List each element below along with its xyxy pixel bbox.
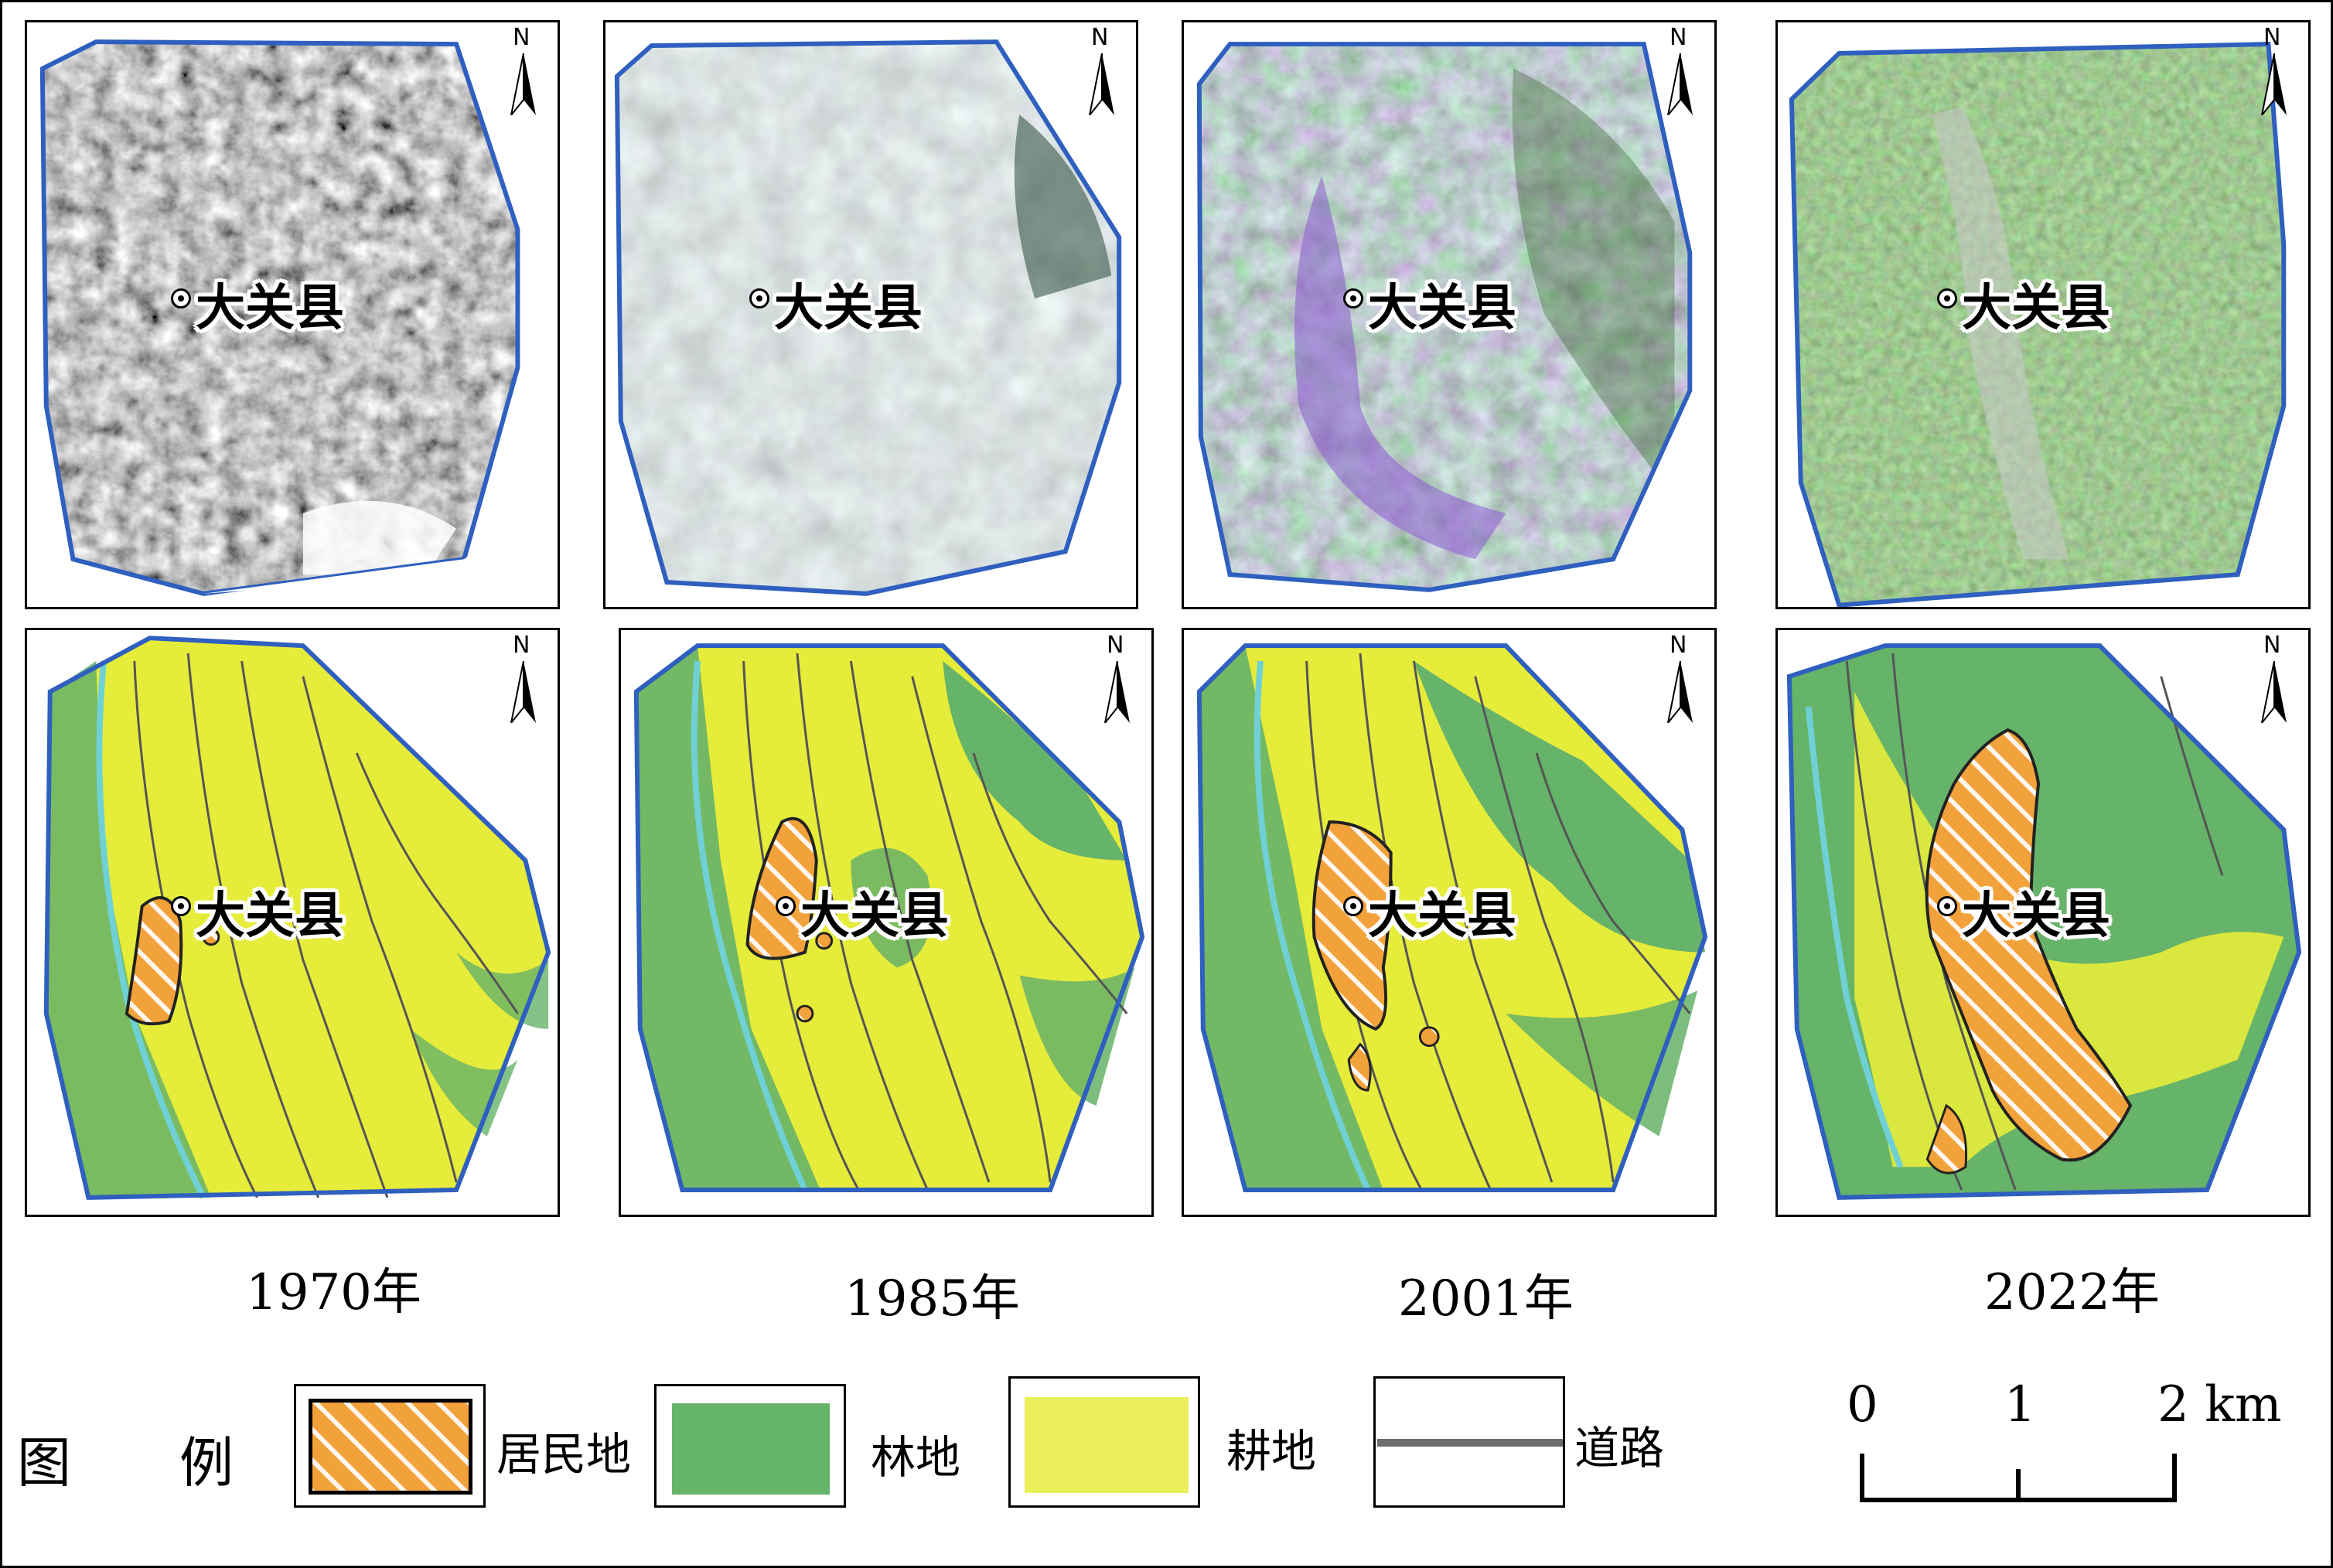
landuse-map-1985: N 大关县 bbox=[619, 628, 1154, 1217]
north-arrow-letter: N bbox=[513, 24, 530, 51]
landuse-map-2001: N 大关县 bbox=[1182, 628, 1717, 1217]
county-label: 大关县 bbox=[1368, 888, 1516, 945]
landuse-drawing-1985 bbox=[633, 643, 1145, 1192]
county-seat-marker bbox=[1343, 896, 1363, 916]
year-caption-1970: 1970年 bbox=[246, 1264, 421, 1321]
county-label: 大关县 bbox=[196, 280, 344, 337]
legend-title-char-2: 例 bbox=[179, 1431, 234, 1495]
legend-swatch-box-settlement bbox=[294, 1384, 486, 1508]
north-arrow-letter: N bbox=[1670, 632, 1687, 659]
county-label: 大关县 bbox=[1368, 280, 1516, 337]
county-label: 大关县 bbox=[1962, 888, 2110, 945]
landuse-drawing-1970 bbox=[43, 636, 551, 1200]
landuse-drawing-2022 bbox=[1786, 643, 2302, 1200]
satellite-map-1985: N 大关县 bbox=[603, 20, 1138, 609]
north-arrow-icon bbox=[1104, 661, 1130, 723]
county-seat-marker bbox=[1937, 896, 1957, 916]
legend-swatch-box-forest bbox=[654, 1384, 846, 1508]
county-seat-marker bbox=[776, 896, 796, 916]
settlement-swatch bbox=[309, 1399, 472, 1495]
legend-title-char-1: 图 bbox=[17, 1431, 71, 1495]
north-arrow-letter: N bbox=[1091, 24, 1109, 51]
north-arrow-letter: N bbox=[1107, 632, 1124, 659]
satellite-image-2022 bbox=[1789, 42, 2287, 607]
legend-label-settlement: 居民地 bbox=[496, 1428, 632, 1481]
satellite-image-2001 bbox=[1196, 42, 1693, 592]
north-arrow-letter: N bbox=[1670, 24, 1687, 51]
landuse-map-1970: N 大关县 bbox=[25, 628, 560, 1217]
county-label: 大关县 bbox=[196, 888, 344, 945]
year-caption-2022: 2022年 bbox=[1984, 1264, 2160, 1321]
legend-label-forest: 林地 bbox=[871, 1431, 961, 1484]
legend-label-road: 道路 bbox=[1574, 1422, 1665, 1474]
north-arrow-icon bbox=[510, 661, 536, 723]
satellite-image-1985 bbox=[614, 39, 1122, 596]
county-label: 大关县 bbox=[800, 888, 949, 945]
legend-swatch-box-farmland bbox=[1008, 1376, 1200, 1508]
north-arrow-letter: N bbox=[2263, 632, 2281, 659]
landuse-map-2022: N 大关县 bbox=[1775, 628, 2311, 1217]
scale-tick-0: 0 bbox=[1847, 1376, 1878, 1433]
farmland-swatch bbox=[1025, 1397, 1189, 1493]
north-arrow-icon bbox=[1667, 661, 1693, 723]
county-seat-marker bbox=[171, 288, 191, 308]
legend-swatch-box-road bbox=[1373, 1376, 1565, 1508]
satellite-map-2001: N 大关县 bbox=[1182, 20, 1717, 609]
scale-tick-2: 2 km bbox=[2157, 1376, 2282, 1433]
county-seat-marker bbox=[171, 896, 191, 916]
north-arrow-icon bbox=[1667, 53, 1693, 115]
year-caption-1985: 1985年 bbox=[844, 1270, 1020, 1328]
satellite-map-1970: N 大关县 bbox=[25, 20, 560, 609]
scale-tick-1: 1 bbox=[2004, 1376, 2036, 1433]
county-label: 大关县 bbox=[1962, 280, 2110, 337]
north-arrow-icon bbox=[2261, 661, 2287, 723]
county-seat-marker bbox=[1343, 288, 1363, 308]
road-swatch bbox=[1377, 1439, 1563, 1447]
north-arrow-icon bbox=[510, 53, 536, 115]
north-arrow-letter: N bbox=[513, 632, 530, 659]
legend-label-farmland: 耕地 bbox=[1226, 1425, 1317, 1478]
county-seat-marker bbox=[749, 288, 769, 308]
north-arrow-icon bbox=[1089, 53, 1114, 115]
county-seat-marker bbox=[1937, 288, 1957, 308]
satellite-map-2022: N 大关县 bbox=[1775, 20, 2311, 609]
scale-bar bbox=[1860, 1454, 2177, 1502]
north-arrow-letter: N bbox=[2263, 24, 2281, 51]
forest-swatch bbox=[672, 1403, 830, 1495]
satellite-image-1970 bbox=[39, 39, 520, 596]
north-arrow-icon bbox=[2261, 53, 2287, 115]
county-label: 大关县 bbox=[774, 280, 923, 337]
year-caption-2001: 2001年 bbox=[1398, 1270, 1574, 1328]
landuse-drawing-2001 bbox=[1196, 643, 1708, 1192]
